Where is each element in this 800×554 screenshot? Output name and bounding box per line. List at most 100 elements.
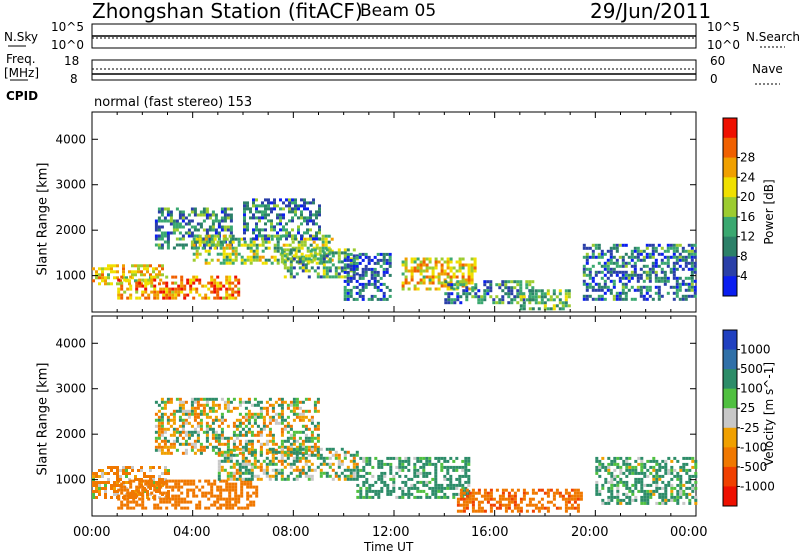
velocity-cell (495, 506, 499, 510)
power-cell (431, 278, 435, 282)
power-cell (204, 261, 208, 265)
power-cell (163, 231, 167, 235)
power-cell (603, 282, 607, 286)
power-cell (192, 237, 196, 241)
power-cell (331, 251, 335, 255)
power-cell (612, 246, 616, 250)
velocity-cell (154, 412, 158, 416)
velocity-cell (184, 433, 188, 437)
velocity-cell (507, 500, 511, 504)
velocity-cell (489, 506, 493, 510)
power-cell (675, 288, 679, 292)
velocity-cell (489, 488, 493, 492)
power-cell (207, 234, 211, 238)
power-cell (361, 282, 365, 286)
velocity-cell (322, 462, 326, 466)
velocity-cell (655, 483, 659, 487)
velocity-cell (631, 489, 635, 493)
velocity-cell (125, 487, 128, 490)
power-cell (309, 237, 312, 241)
power-cell (138, 281, 142, 285)
velocity-cell (166, 421, 170, 425)
velocity-cell (199, 424, 203, 428)
power-cell (246, 225, 249, 229)
velocity-cell (246, 479, 250, 483)
power-cell (633, 288, 637, 292)
power-cell (294, 252, 298, 256)
velocity-cell (549, 500, 553, 504)
power-cell (222, 284, 226, 288)
power-cell (648, 285, 652, 289)
power-cell (199, 222, 203, 226)
velocity-cell (631, 483, 635, 487)
velocity-cell (219, 491, 223, 495)
power-cell (480, 295, 484, 299)
velocity-cell (160, 451, 164, 455)
velocity-cell (661, 501, 665, 505)
velocity-cell (247, 409, 251, 413)
power-cell (630, 255, 634, 259)
velocity-cell (546, 494, 550, 498)
power-cell (651, 261, 655, 265)
velocity-cell (670, 459, 674, 463)
velocity-cell (601, 498, 605, 502)
velocity-cell (564, 500, 568, 504)
velocity-cell (214, 445, 218, 449)
velocity-cell (670, 468, 674, 472)
power-cell (297, 204, 300, 208)
velocity-cell (419, 459, 423, 463)
power-cell (419, 260, 423, 264)
power-cell (425, 266, 429, 270)
velocity-cell (295, 445, 299, 449)
power-cell (101, 276, 104, 280)
power-cell (358, 288, 362, 292)
velocity-cell (166, 448, 170, 452)
velocity-cell (576, 494, 580, 498)
power-cell (98, 273, 101, 277)
power-cell (343, 263, 347, 267)
velocity-cell (169, 451, 173, 455)
power-cell (225, 275, 229, 279)
power-cell (642, 285, 646, 289)
velocity-cell (292, 456, 296, 460)
velocity-cell (383, 474, 387, 478)
power-cell (150, 275, 154, 279)
power-cell (352, 297, 356, 301)
power-cell (298, 266, 302, 270)
velocity-cell (138, 482, 142, 486)
power-cell (440, 266, 444, 270)
velocity-cell (673, 495, 677, 499)
power-cell (279, 237, 282, 241)
velocity-cell (131, 469, 134, 472)
power-cell (276, 246, 280, 250)
velocity-cell (189, 479, 193, 483)
velocity-cell (452, 468, 456, 472)
power-cell (208, 246, 212, 250)
power-cell (687, 288, 691, 292)
velocity-cell (477, 488, 481, 492)
power-cell (328, 251, 332, 255)
power-cell (150, 284, 154, 288)
velocity-cell (160, 406, 164, 410)
velocity-cell (316, 421, 320, 425)
power-cell (693, 255, 697, 259)
velocity-cell (163, 406, 167, 410)
velocity-cell (456, 503, 460, 507)
power-cell (231, 287, 235, 291)
velocity-cell (410, 486, 414, 490)
velocity-cell (132, 497, 136, 501)
velocity-cell (459, 494, 463, 498)
velocity-cell (247, 412, 251, 416)
power-cell (630, 276, 634, 280)
power-cell (340, 275, 344, 279)
power-cell (510, 286, 514, 290)
power-cell (289, 257, 293, 261)
power-cell (300, 252, 304, 256)
power-cell (283, 266, 287, 270)
velocity-cell (413, 474, 417, 478)
velocity-cell (461, 468, 465, 472)
velocity-cell (664, 486, 668, 490)
power-cell (657, 243, 661, 247)
velocity-cell (691, 495, 695, 499)
power-cell (240, 243, 244, 247)
